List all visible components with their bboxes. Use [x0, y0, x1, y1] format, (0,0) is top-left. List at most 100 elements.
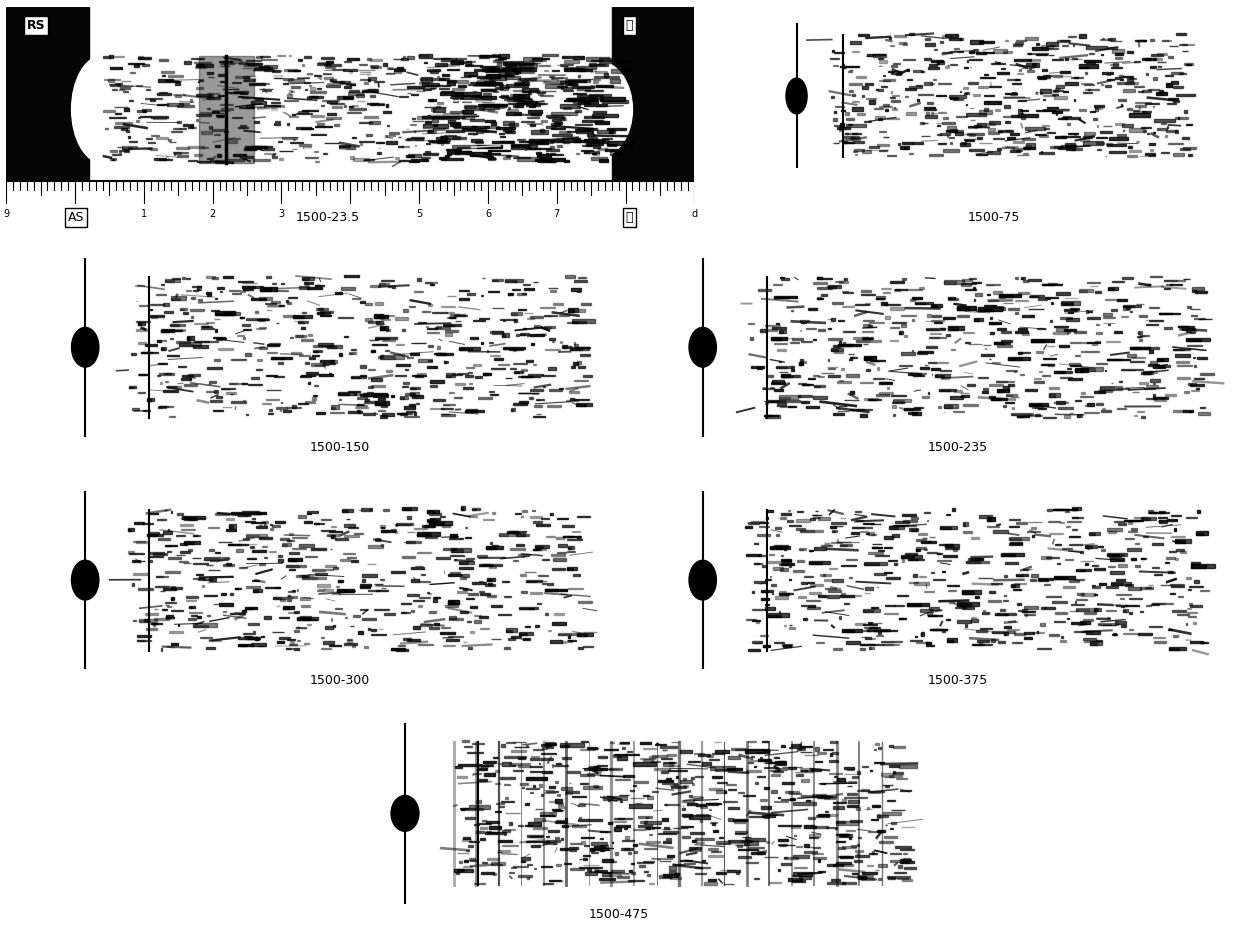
- Bar: [479, 779, 486, 781]
- Bar: [827, 883, 844, 884]
- Bar: [417, 403, 419, 405]
- Bar: [857, 807, 861, 810]
- Bar: [1122, 277, 1132, 279]
- Bar: [433, 596, 440, 598]
- Bar: [1002, 386, 1009, 389]
- Bar: [164, 588, 176, 590]
- Bar: [1109, 287, 1114, 290]
- Bar: [464, 575, 469, 577]
- Bar: [445, 333, 453, 336]
- Bar: [949, 590, 956, 591]
- Bar: [765, 402, 769, 404]
- Bar: [1187, 516, 1197, 518]
- Bar: [908, 69, 909, 71]
- Bar: [1198, 412, 1209, 415]
- Bar: [264, 69, 274, 70]
- Bar: [249, 84, 265, 85]
- Bar: [459, 764, 482, 766]
- Bar: [1071, 148, 1083, 150]
- Bar: [342, 69, 357, 70]
- Bar: [1125, 83, 1137, 84]
- Bar: [560, 745, 568, 747]
- Bar: [640, 743, 651, 744]
- Bar: [753, 609, 765, 610]
- Bar: [386, 330, 391, 331]
- Bar: [255, 526, 267, 528]
- Bar: [326, 114, 336, 115]
- Bar: [413, 600, 424, 601]
- Bar: [320, 361, 334, 362]
- Bar: [523, 102, 547, 103]
- Bar: [615, 779, 630, 780]
- Bar: [667, 754, 676, 756]
- Bar: [610, 150, 621, 155]
- Bar: [599, 159, 608, 162]
- Bar: [1190, 390, 1199, 392]
- Bar: [575, 129, 591, 131]
- Bar: [534, 545, 548, 547]
- Bar: [1110, 556, 1121, 557]
- Bar: [564, 818, 568, 820]
- Bar: [1018, 352, 1022, 354]
- Bar: [584, 115, 604, 118]
- Bar: [321, 57, 335, 59]
- Bar: [946, 334, 950, 336]
- Bar: [990, 317, 992, 319]
- Bar: [494, 60, 502, 62]
- Bar: [808, 550, 813, 551]
- Bar: [711, 766, 734, 770]
- Bar: [568, 83, 578, 85]
- Bar: [506, 64, 516, 66]
- Bar: [1053, 90, 1063, 91]
- Bar: [1107, 38, 1115, 39]
- Bar: [552, 568, 565, 570]
- Bar: [582, 741, 588, 743]
- Bar: [668, 867, 677, 870]
- Bar: [503, 647, 510, 649]
- Bar: [433, 124, 436, 126]
- Bar: [417, 551, 430, 553]
- Bar: [487, 594, 496, 597]
- Bar: [423, 152, 438, 156]
- Bar: [138, 110, 144, 112]
- Bar: [167, 355, 180, 357]
- Bar: [180, 343, 201, 346]
- Bar: [1054, 577, 1075, 579]
- Bar: [464, 114, 476, 116]
- Bar: [298, 617, 319, 620]
- Bar: [343, 96, 353, 99]
- Bar: [1016, 277, 1018, 279]
- Bar: [341, 287, 355, 290]
- Bar: [525, 287, 534, 290]
- Bar: [1148, 364, 1159, 365]
- Bar: [408, 86, 424, 87]
- Bar: [1111, 67, 1121, 69]
- Bar: [518, 309, 527, 310]
- Bar: [758, 289, 771, 290]
- Bar: [994, 61, 997, 63]
- Bar: [832, 579, 843, 582]
- Bar: [568, 81, 585, 83]
- Bar: [403, 639, 410, 640]
- Bar: [781, 782, 794, 784]
- Bar: [885, 304, 899, 305]
- Bar: [428, 130, 433, 132]
- Bar: [709, 788, 722, 790]
- Bar: [1118, 523, 1126, 525]
- Bar: [382, 509, 389, 511]
- Bar: [427, 332, 439, 333]
- Bar: [257, 56, 262, 57]
- Bar: [321, 519, 331, 520]
- Bar: [828, 285, 841, 288]
- Bar: [981, 354, 994, 356]
- Bar: [1109, 47, 1117, 50]
- Bar: [542, 54, 558, 56]
- Bar: [521, 531, 526, 532]
- Bar: [818, 870, 825, 871]
- Bar: [304, 55, 311, 58]
- Bar: [353, 393, 361, 395]
- Bar: [193, 535, 200, 536]
- Bar: [262, 521, 268, 523]
- Bar: [939, 544, 954, 545]
- Bar: [1140, 335, 1149, 336]
